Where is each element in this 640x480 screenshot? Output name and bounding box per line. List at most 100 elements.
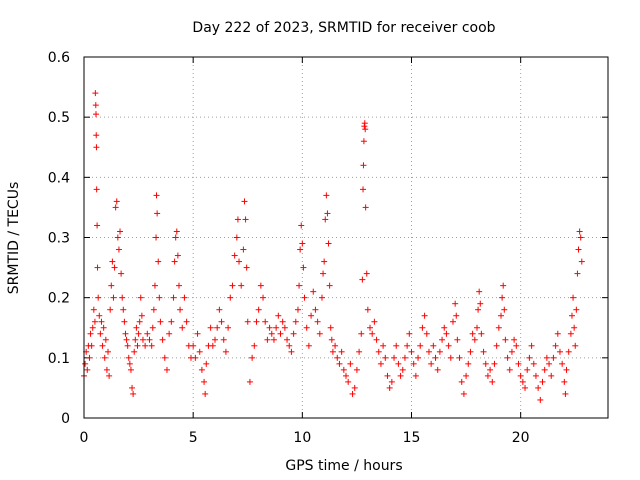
data-point: [166, 330, 173, 337]
data-point: [401, 354, 408, 361]
data-point: [361, 120, 368, 127]
data-point: [146, 336, 153, 343]
data-point: [131, 348, 138, 355]
data-point: [207, 324, 214, 331]
data-point: [218, 318, 225, 325]
data-point: [92, 90, 99, 97]
data-point: [543, 354, 550, 361]
data-point: [572, 342, 579, 349]
data-point: [172, 234, 179, 241]
data-point: [181, 294, 188, 301]
data-point: [171, 258, 178, 265]
data-point: [363, 270, 370, 277]
data-point: [347, 360, 354, 367]
data-point: [532, 372, 539, 379]
data-point: [87, 330, 94, 337]
data-point: [84, 366, 91, 373]
data-point: [340, 366, 347, 373]
data-point: [474, 324, 480, 331]
x-tick-label: 0: [80, 430, 89, 446]
y-tick-label: 0.3: [48, 231, 70, 247]
data-point: [484, 372, 491, 379]
data-point: [138, 312, 145, 319]
data-point: [526, 354, 533, 361]
data-point: [454, 336, 461, 343]
data-point: [102, 336, 109, 343]
data-point: [554, 330, 561, 337]
data-point: [297, 246, 304, 253]
data-point: [371, 318, 378, 325]
data-point: [241, 198, 248, 205]
data-point: [360, 162, 367, 169]
data-point: [249, 354, 256, 361]
data-point: [356, 348, 363, 355]
data-point: [476, 288, 483, 295]
data-point: [328, 336, 335, 343]
data-point: [255, 306, 262, 313]
data-point: [408, 348, 415, 355]
data-point: [500, 282, 507, 289]
y-tick-label: 0.2: [48, 291, 70, 307]
data-point: [281, 324, 288, 331]
data-point: [257, 282, 264, 289]
data-point: [209, 342, 216, 349]
data-point: [415, 354, 422, 361]
data-point: [233, 234, 240, 241]
data-point: [417, 342, 424, 349]
data-point: [332, 342, 339, 349]
data-point: [395, 360, 402, 367]
data-point: [458, 378, 465, 385]
data-point: [154, 210, 161, 217]
data-point: [212, 336, 218, 343]
data-point: [504, 354, 511, 361]
data-point: [324, 210, 331, 217]
data-point: [168, 318, 175, 325]
data-point: [229, 282, 236, 289]
data-point: [460, 390, 467, 397]
data-point: [327, 324, 334, 331]
data-point: [240, 246, 247, 253]
data-point: [296, 282, 303, 289]
data-point: [393, 342, 400, 349]
data-point: [161, 354, 168, 361]
y-tick-label: 0.5: [48, 110, 70, 126]
data-point: [559, 360, 566, 367]
data-point: [133, 324, 140, 331]
data-point: [222, 348, 229, 355]
data-point: [310, 288, 317, 295]
data-point: [201, 378, 208, 385]
data-point: [362, 126, 369, 133]
data-point: [112, 204, 119, 211]
data-point: [118, 270, 125, 277]
data-point: [97, 330, 104, 337]
data-point: [571, 324, 578, 331]
data-point: [436, 348, 443, 355]
data-point: [573, 306, 580, 313]
data-point: [522, 384, 529, 391]
data-point: [216, 306, 223, 313]
data-point: [443, 330, 450, 337]
data-point: [202, 390, 209, 397]
data-point: [94, 264, 101, 271]
data-point: [275, 312, 282, 319]
data-point: [93, 111, 100, 118]
data-point: [99, 342, 106, 349]
data-point: [286, 342, 293, 349]
data-point: [170, 294, 177, 301]
data-point: [563, 366, 570, 373]
data-point: [430, 342, 437, 349]
data-point: [314, 318, 321, 325]
data-point: [253, 318, 260, 325]
data-point: [127, 366, 134, 373]
data-point: [388, 378, 395, 385]
data-point: [93, 144, 100, 151]
data-point: [548, 372, 555, 379]
data-point: [397, 372, 404, 379]
data-point: [288, 348, 295, 355]
data-point: [565, 348, 572, 355]
data-point: [445, 342, 452, 349]
data-point: [124, 342, 131, 349]
data-point: [220, 336, 227, 343]
data-point: [177, 306, 184, 313]
data-point: [277, 330, 284, 337]
